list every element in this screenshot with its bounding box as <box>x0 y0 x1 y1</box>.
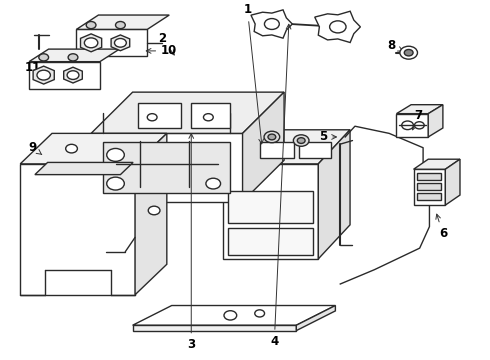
Text: 3: 3 <box>187 134 196 351</box>
Circle shape <box>268 134 276 140</box>
Circle shape <box>67 71 79 80</box>
Circle shape <box>404 49 413 56</box>
Polygon shape <box>315 11 361 42</box>
Polygon shape <box>133 325 296 330</box>
Polygon shape <box>103 142 230 193</box>
Polygon shape <box>428 105 443 137</box>
Polygon shape <box>417 173 441 180</box>
Polygon shape <box>417 183 441 190</box>
Polygon shape <box>133 306 335 325</box>
Text: 1: 1 <box>244 3 264 144</box>
Text: 8: 8 <box>388 39 403 52</box>
Text: 4: 4 <box>270 24 291 348</box>
Circle shape <box>255 310 265 317</box>
Polygon shape <box>29 49 120 62</box>
Circle shape <box>265 19 279 30</box>
Polygon shape <box>260 142 294 158</box>
Circle shape <box>147 114 157 121</box>
Circle shape <box>107 148 124 161</box>
Circle shape <box>107 177 124 190</box>
Polygon shape <box>223 164 318 259</box>
Polygon shape <box>396 105 443 114</box>
Circle shape <box>206 178 220 189</box>
Polygon shape <box>251 10 293 38</box>
Circle shape <box>148 206 160 215</box>
Polygon shape <box>33 66 54 84</box>
Circle shape <box>84 38 98 48</box>
Circle shape <box>264 131 280 143</box>
Polygon shape <box>91 92 284 134</box>
Polygon shape <box>135 134 167 295</box>
Polygon shape <box>76 15 169 30</box>
Polygon shape <box>318 130 350 259</box>
Circle shape <box>37 70 50 80</box>
Polygon shape <box>64 67 82 83</box>
Text: 2: 2 <box>158 32 174 55</box>
Text: 6: 6 <box>436 214 447 240</box>
Circle shape <box>68 54 78 61</box>
Polygon shape <box>223 130 350 164</box>
Text: 9: 9 <box>28 141 42 154</box>
Circle shape <box>330 21 346 33</box>
Polygon shape <box>228 191 314 223</box>
Circle shape <box>66 144 77 153</box>
Text: 10: 10 <box>146 44 177 57</box>
Polygon shape <box>243 92 284 202</box>
Polygon shape <box>228 228 314 255</box>
Polygon shape <box>191 103 230 128</box>
Polygon shape <box>417 193 441 200</box>
Circle shape <box>402 121 414 130</box>
Polygon shape <box>111 35 130 51</box>
Polygon shape <box>396 114 428 137</box>
Polygon shape <box>76 30 147 56</box>
Circle shape <box>115 39 126 47</box>
Polygon shape <box>80 34 101 52</box>
Polygon shape <box>296 306 335 330</box>
Circle shape <box>116 22 125 29</box>
Text: 11: 11 <box>24 60 44 73</box>
Circle shape <box>400 46 417 59</box>
Text: 5: 5 <box>319 130 337 144</box>
Polygon shape <box>35 162 133 175</box>
Polygon shape <box>445 159 460 205</box>
Polygon shape <box>414 169 445 205</box>
Polygon shape <box>299 142 331 158</box>
Polygon shape <box>138 103 181 128</box>
Circle shape <box>224 311 237 320</box>
Polygon shape <box>20 134 167 164</box>
Polygon shape <box>29 62 100 89</box>
Circle shape <box>39 54 49 61</box>
Circle shape <box>297 138 305 143</box>
Circle shape <box>415 122 424 129</box>
Circle shape <box>294 135 309 146</box>
Polygon shape <box>414 159 460 169</box>
Polygon shape <box>20 164 135 295</box>
Polygon shape <box>91 134 243 202</box>
Circle shape <box>203 114 213 121</box>
Text: 7: 7 <box>412 109 422 130</box>
Circle shape <box>86 22 96 29</box>
